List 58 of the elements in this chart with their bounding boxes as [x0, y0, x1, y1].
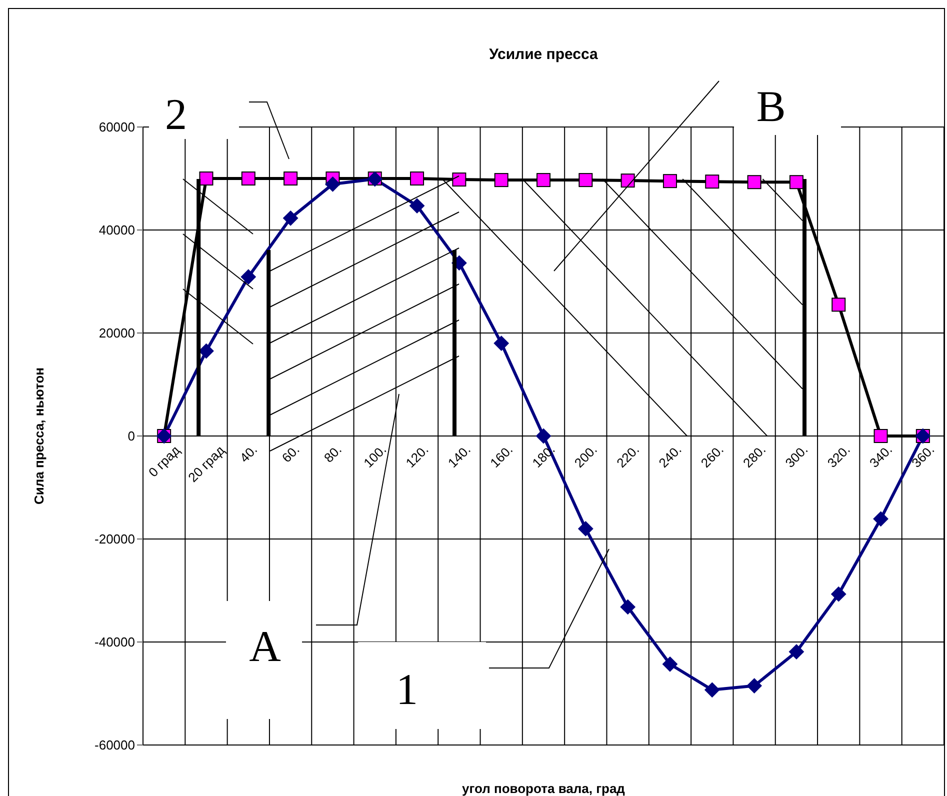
point [705, 174, 720, 189]
y-tick-label: 40000 [98, 222, 135, 238]
y-tick-label: 20000 [98, 326, 135, 341]
point [410, 198, 425, 214]
point [284, 172, 298, 186]
point [662, 174, 677, 188]
point [325, 176, 340, 192]
x-tick-label: 180. [529, 442, 558, 470]
x-tick-label: 240. [656, 442, 684, 470]
x-tick-label: 280. [740, 442, 769, 470]
y-tick-label: -20000 [94, 532, 135, 547]
point [578, 173, 593, 188]
x-tick-label: 140. [444, 442, 474, 470]
point [620, 599, 636, 614]
y-tick-label: 0 [128, 428, 135, 444]
point [536, 428, 551, 444]
point [662, 656, 678, 672]
point [494, 336, 509, 351]
point [198, 344, 214, 359]
x-tick-label: 120. [402, 442, 432, 470]
point [240, 269, 256, 284]
x-tick-label: 320. [824, 442, 853, 470]
x-tick-label: 220. [614, 442, 642, 470]
point [831, 586, 846, 602]
point [452, 172, 466, 187]
y-axis-title: Сила пресса, ньютон [32, 367, 47, 505]
y-tick-label: 60000 [98, 120, 135, 135]
point [788, 644, 804, 660]
x-tick-label: 260. [698, 442, 726, 470]
annotation: B [756, 82, 786, 131]
point [536, 173, 550, 188]
point [410, 172, 424, 186]
point [578, 521, 594, 536]
point [704, 682, 720, 698]
annotation: A [249, 622, 282, 671]
point [494, 173, 508, 188]
x-tick-label: 340. [866, 442, 896, 470]
annotation: 1 [396, 665, 418, 714]
point [747, 175, 762, 190]
point [873, 511, 888, 526]
point [283, 210, 298, 226]
x-tick-label: 80. [321, 442, 344, 466]
point [832, 298, 846, 312]
annotation: 2 [165, 90, 187, 139]
x-axis-title: угол поворота вала, град [462, 781, 626, 796]
x-tick-label: 200. [571, 442, 600, 470]
x-tick-label: 360. [908, 442, 938, 470]
point [746, 678, 762, 694]
x-tick-label: 160. [487, 442, 516, 470]
x-tick-label: 40. [236, 442, 260, 466]
x-tick-label: 60. [278, 442, 302, 466]
y-tick-label: -40000 [94, 634, 135, 650]
chart-title: Усилие пресса [489, 46, 599, 63]
point [874, 429, 888, 443]
y-tick-label: -60000 [94, 738, 135, 753]
point [620, 174, 635, 188]
x-tick-label: 300. [782, 442, 811, 470]
x-tick-label: 100. [360, 442, 390, 470]
